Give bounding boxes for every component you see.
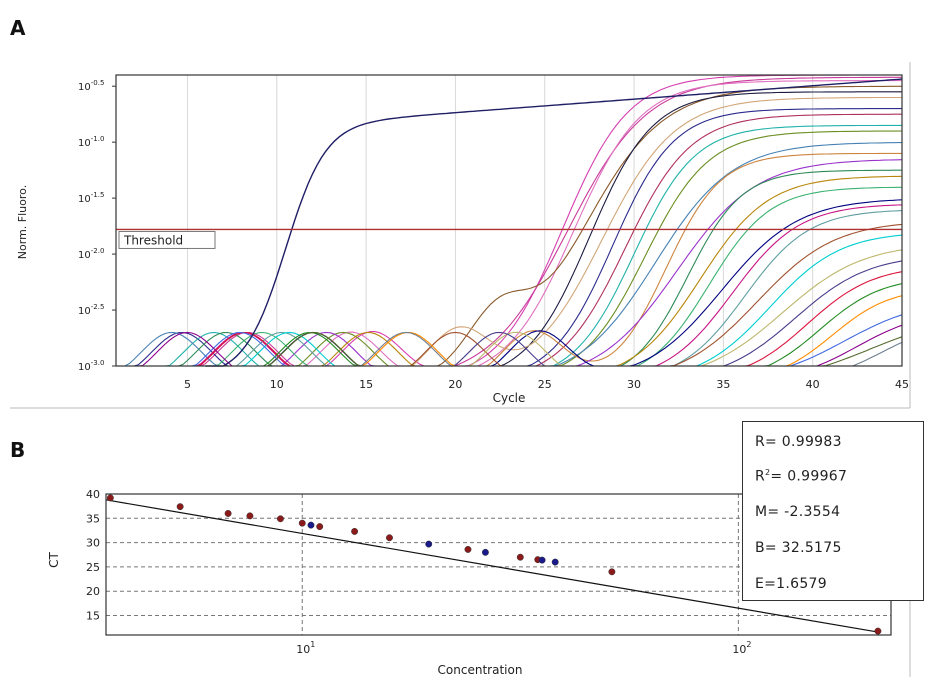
a-x-tick-label: 25 [538, 378, 552, 391]
a-series-line [116, 186, 902, 367]
stat-r2-value: = 0.99967 [770, 468, 848, 485]
a-threshold: Threshold [116, 228, 902, 249]
b-y-tick-label: 25 [86, 561, 100, 574]
b-point [224, 509, 232, 517]
b-points [106, 494, 882, 635]
b-point [386, 534, 393, 542]
b-x-tick-exp: 1 [310, 640, 315, 649]
a-y-tick-exp: -3.0 [91, 359, 105, 367]
b-y-tick-label: 40 [86, 488, 100, 501]
b-point [874, 627, 882, 635]
stat-r: R= 0.99983 [755, 434, 842, 450]
a-threshold-label: Threshold [123, 233, 183, 247]
a-y-tick-exp: -0.5 [91, 79, 105, 87]
a-x-tick-label: 45 [895, 378, 909, 391]
b-x-tick-label: 102 [732, 640, 751, 656]
b-x-ticks: 101 102 [296, 640, 751, 656]
a-series-line [116, 124, 902, 367]
a-y-tick-label: 10-1.0 [78, 135, 104, 149]
b-point [246, 512, 254, 520]
a-x-tick-label: 10 [270, 378, 284, 391]
a-y-tick-exp: -2.0 [91, 247, 105, 255]
a-early-curve [205, 78, 903, 367]
a-series-line [116, 85, 902, 367]
stat-efficiency: E=1.6579 [755, 576, 827, 592]
a-y-tick-exp: -1.5 [91, 191, 105, 199]
a-x-axis-label: Cycle [493, 391, 526, 405]
a-y-tick-label: 10-0.5 [78, 79, 104, 93]
b-point [538, 556, 546, 564]
b-x-axis-label: Concentration [438, 663, 523, 677]
b-x-tick-exp: 2 [746, 640, 751, 649]
a-x-tick-label: 35 [716, 378, 730, 391]
a-curves [116, 74, 903, 367]
b-point [307, 521, 315, 529]
b-point [608, 568, 616, 576]
a-x-tick-label: 15 [359, 378, 373, 391]
a-y-tick-exp: -1.0 [91, 135, 105, 143]
b-point [464, 545, 472, 553]
b-point [316, 523, 324, 531]
panel-a-label: A [10, 16, 26, 40]
b-point [276, 515, 284, 523]
b-point [481, 548, 489, 556]
b-point [516, 553, 524, 561]
regression-stats-box: R= 0.99983 R2= 0.99967 M= -2.3554 B= 32.… [742, 421, 924, 601]
b-point [425, 540, 433, 548]
a-y-tick-label: 10-2.0 [78, 247, 104, 261]
b-x-tick-label: 101 [296, 640, 315, 656]
b-point [176, 503, 184, 511]
a-series-line [116, 80, 902, 367]
amplification-plot: Threshold 10-3.010-2.510-2.010-1.510-1.0… [10, 62, 911, 409]
stat-r-squared: R2= 0.99967 [755, 468, 847, 485]
stat-r2-prefix: R [755, 468, 766, 485]
b-y-tick-label: 30 [86, 537, 100, 550]
a-series-line [116, 74, 902, 367]
a-series-line [116, 234, 903, 367]
a-x-tick-label: 40 [806, 378, 820, 391]
b-y-tick-label: 35 [86, 512, 100, 525]
b-y-tick-label: 15 [86, 610, 100, 623]
a-y-tick-label: 10-1.5 [78, 191, 104, 205]
b-y-axis-label: CT [47, 551, 61, 567]
panel-b-label: B [10, 438, 26, 462]
b-fit-line [105, 499, 879, 633]
stat-r2-sup: 2 [765, 468, 771, 477]
a-series-line [116, 169, 902, 367]
stat-slope: M= -2.3554 [755, 504, 841, 520]
a-series-line [116, 76, 902, 367]
a-threshold-box [118, 230, 216, 249]
a-y-axis-label: Norm. Fluoro. [16, 185, 29, 259]
a-series-line [116, 249, 903, 367]
b-point [351, 527, 359, 535]
a-y-ticks: 10-3.0 10-2.5 10-2.0 10-1.5 10-1.0 10-0.5 [78, 79, 116, 373]
a-x-tick-label: 20 [448, 378, 462, 391]
a-series-line [116, 199, 903, 367]
b-y-tick-label: 20 [86, 585, 100, 598]
b-point [551, 558, 559, 566]
a-y-tick-exp: -2.5 [91, 303, 105, 311]
a-y-tick-label: 10-2.5 [78, 303, 104, 317]
a-x-tick-label: 5 [184, 378, 191, 391]
a-series-line [116, 295, 903, 367]
a-plot-frame [115, 74, 903, 367]
a-series-line [116, 283, 903, 367]
b-point [298, 519, 306, 527]
a-x-ticks: 5 10 15 20 25 30 35 40 45 [184, 378, 909, 391]
a-x-tick-label: 30 [627, 378, 641, 391]
stat-intercept: B= 32.5175 [755, 540, 842, 556]
b-point [106, 494, 114, 502]
a-y-tick-label: 10-3.0 [78, 359, 104, 373]
b-y-ticks: 15 20 25 30 35 40 [86, 488, 100, 623]
